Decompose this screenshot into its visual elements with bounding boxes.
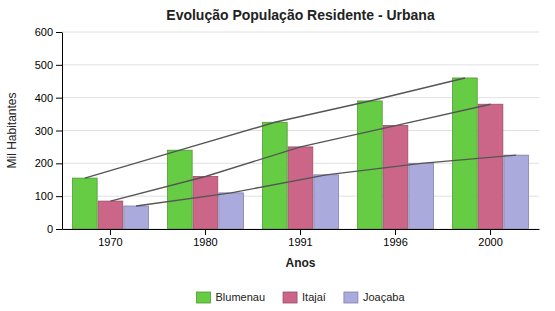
x-tick-mark bbox=[205, 229, 206, 235]
y-tick-mark bbox=[56, 229, 62, 230]
bar bbox=[478, 104, 503, 229]
y-axis: 0 100 200 300 400 500 600 bbox=[35, 26, 63, 235]
bar bbox=[314, 175, 339, 229]
x-tick: 1980 bbox=[193, 229, 217, 248]
legend-label: Itajaí bbox=[302, 291, 326, 303]
bar bbox=[124, 206, 149, 229]
x-tick-label: 1991 bbox=[288, 236, 312, 248]
y-tick-mark bbox=[56, 163, 62, 164]
x-axis-title: Anos bbox=[286, 256, 316, 270]
x-tick-mark bbox=[300, 229, 301, 235]
bar bbox=[288, 147, 313, 229]
legend-swatch bbox=[344, 292, 358, 303]
y-tick-label: 500 bbox=[35, 59, 53, 71]
y-tick: 500 bbox=[35, 59, 62, 71]
x-tick-mark bbox=[395, 229, 396, 235]
bar-series bbox=[98, 104, 503, 229]
plot: 1970 1980 1991 1996 2000 0 100 200 300 400 500 600 bbox=[35, 26, 540, 248]
y-tick: 300 bbox=[35, 125, 62, 137]
y-tick-label: 200 bbox=[35, 157, 53, 169]
y-tick-label: 400 bbox=[35, 92, 53, 104]
bar-series bbox=[73, 78, 478, 229]
bar bbox=[219, 193, 244, 229]
bar bbox=[358, 101, 383, 229]
legend-item: Itajaí bbox=[283, 291, 326, 303]
legend-label: Joaçaba bbox=[363, 291, 405, 303]
trend-line bbox=[85, 78, 465, 178]
y-tick: 100 bbox=[35, 190, 62, 202]
bar bbox=[98, 201, 123, 229]
bar bbox=[263, 122, 288, 229]
bar bbox=[453, 78, 478, 229]
y-tick: 600 bbox=[35, 26, 62, 38]
legend-swatch bbox=[197, 292, 211, 303]
x-tick-label: 1996 bbox=[383, 236, 407, 248]
bar bbox=[409, 163, 434, 229]
bar bbox=[73, 178, 98, 229]
legend: Blumenau Itajaí Joaçaba bbox=[197, 291, 406, 303]
legend-swatch bbox=[283, 292, 297, 303]
x-tick: 1996 bbox=[383, 229, 407, 248]
y-tick-mark bbox=[56, 32, 62, 33]
y-tick-label: 600 bbox=[35, 26, 53, 38]
y-tick-mark bbox=[56, 98, 62, 99]
y-tick-label: 300 bbox=[35, 125, 53, 137]
title: Evolução População Residente - Urbana bbox=[166, 7, 435, 23]
x-tick-mark bbox=[490, 229, 491, 235]
grid-line bbox=[62, 32, 539, 33]
y-tick-mark bbox=[56, 131, 62, 132]
grid bbox=[62, 32, 539, 229]
y-tick-mark bbox=[56, 65, 62, 66]
bar bbox=[168, 150, 193, 229]
x-tick: 1991 bbox=[288, 229, 312, 248]
bar bbox=[193, 176, 218, 229]
trend-line bbox=[136, 155, 516, 206]
trend-line bbox=[110, 104, 490, 201]
y-axis-title: Mil Habitantes bbox=[5, 92, 19, 168]
legend-label: Blumenau bbox=[216, 291, 266, 303]
x-tick-mark bbox=[110, 229, 111, 235]
x-axis: 1970 1980 1991 1996 2000 bbox=[63, 229, 540, 248]
x-tick-label: 1980 bbox=[193, 236, 217, 248]
bar bbox=[504, 155, 529, 229]
y-tick-label: 100 bbox=[35, 190, 53, 202]
y-tick: 400 bbox=[35, 92, 62, 104]
bar bbox=[383, 126, 408, 229]
y-tick: 0 bbox=[47, 223, 62, 235]
legend-item: Joaçaba bbox=[344, 291, 405, 303]
grid-line bbox=[62, 64, 539, 65]
y-tick-mark bbox=[56, 196, 62, 197]
x-tick-label: 2000 bbox=[478, 236, 502, 248]
marks bbox=[73, 78, 529, 229]
bar-series bbox=[124, 155, 529, 229]
x-tick: 1970 bbox=[98, 229, 122, 248]
x-tick-label: 1970 bbox=[98, 236, 122, 248]
legend-item: Blumenau bbox=[197, 291, 266, 303]
chart: 1970 1980 1991 1996 2000 0 100 200 300 400 500 600 E… bbox=[0, 0, 555, 311]
x-tick: 2000 bbox=[478, 229, 502, 248]
y-tick-label: 0 bbox=[47, 223, 53, 235]
y-tick: 200 bbox=[35, 157, 62, 169]
y-axis-line bbox=[62, 33, 63, 230]
